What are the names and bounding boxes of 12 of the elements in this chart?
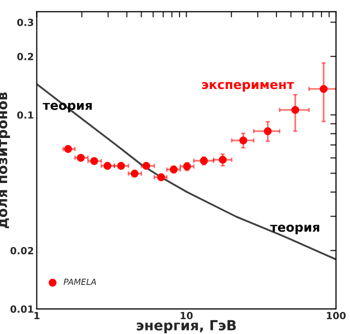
annotation: теория [270, 224, 320, 234]
legend-label: PAMELA [64, 278, 96, 285]
y-tick-label: 0.01 [10, 305, 34, 313]
y-tick-label: 0.02 [10, 247, 34, 254]
x-tick-label: 10 [180, 312, 193, 320]
annotation: эксперимент [202, 82, 294, 92]
x-tick-label: 1 [34, 312, 40, 320]
x-tick-label: 100 [326, 312, 346, 320]
y-tick-label: 0.3 [17, 18, 34, 26]
x-axis-title: энергия, ГэВ [136, 320, 236, 334]
y-tick-label: 0.1 [17, 111, 34, 119]
y-tick-label: 0.2 [17, 52, 34, 60]
